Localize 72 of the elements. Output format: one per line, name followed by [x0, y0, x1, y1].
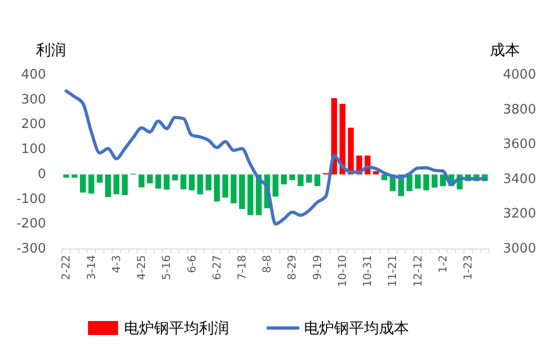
bar [88, 174, 94, 194]
y2-axis-title: 成本 [490, 41, 520, 59]
bar [164, 174, 170, 190]
bar [247, 174, 254, 216]
bar [340, 104, 346, 174]
x-tick-label: 10-10 [336, 255, 349, 287]
x-tick-label: 3-14 [84, 255, 98, 280]
bar [381, 174, 388, 180]
y-tick-label: 200 [21, 117, 46, 132]
y-tick-label: 0 [38, 166, 46, 182]
x-tick-label: 8-8 [260, 255, 274, 273]
bar [172, 174, 178, 180]
bar [239, 174, 245, 209]
bar [138, 174, 144, 188]
bar [289, 174, 296, 180]
bar [180, 174, 186, 190]
bar [298, 174, 304, 186]
bar [373, 171, 379, 174]
x-tick-label: 4-3 [110, 255, 123, 273]
x-tick-label: 11-21 [386, 255, 400, 287]
bar [113, 174, 120, 194]
x-tick-label: 2-22 [60, 255, 73, 280]
bar [348, 128, 354, 174]
x-tick-label: 4-25 [135, 255, 148, 280]
x-tick-label: 10-31 [361, 255, 374, 287]
bar [188, 174, 195, 190]
line-series [64, 89, 486, 226]
bar [423, 174, 430, 190]
x-tick-label: 7-18 [236, 255, 249, 280]
bar [96, 174, 103, 183]
y-tick-label: 100 [21, 142, 46, 158]
bar [440, 174, 446, 186]
x-tick-label: 1-2 [436, 255, 450, 273]
bar [105, 174, 111, 198]
legend-label: 电炉钢平均利润 [124, 319, 229, 337]
bar [306, 174, 312, 183]
x-tick-label: 1-23 [462, 255, 475, 280]
x-tick-label: 6-6 [185, 255, 198, 273]
y2-tick-label: 3600 [503, 137, 536, 152]
bar [122, 174, 128, 196]
bar [206, 174, 212, 190]
bar [432, 174, 438, 188]
x-tick-label: 8-29 [286, 255, 299, 280]
x-tick-label: 12-12 [411, 255, 424, 287]
x-tick-label: 9-19 [310, 255, 324, 280]
bar [406, 174, 412, 192]
bar [72, 174, 78, 178]
y2-tick-label: 3400 [503, 172, 536, 187]
y-tick-label: -200 [16, 216, 46, 232]
y2-tick-label: 3000 [503, 242, 536, 256]
bar [197, 174, 204, 194]
y2-tick-label: 3800 [503, 102, 536, 118]
y2-tick-label: 4000 [503, 68, 536, 82]
bar [214, 174, 220, 202]
y-tick-label: 400 [21, 68, 46, 82]
x-tick-label: 5-16 [160, 255, 174, 280]
bar [146, 174, 153, 184]
bar [314, 174, 320, 186]
bar [222, 174, 228, 198]
bar [80, 174, 86, 193]
y-tick-label: 300 [21, 92, 46, 108]
bar [272, 174, 278, 197]
x-tick-label: 6-27 [210, 255, 224, 280]
bar [230, 174, 237, 204]
bar [280, 174, 287, 184]
y2-tick-label: 3200 [503, 206, 536, 222]
y-axis-title: 利润 [36, 41, 66, 59]
bar [155, 174, 162, 189]
bar [414, 174, 421, 189]
y-tick-label: -300 [16, 242, 46, 256]
legend-label: 电炉钢平均成本 [304, 319, 409, 337]
y-tick-label: -100 [16, 192, 46, 207]
